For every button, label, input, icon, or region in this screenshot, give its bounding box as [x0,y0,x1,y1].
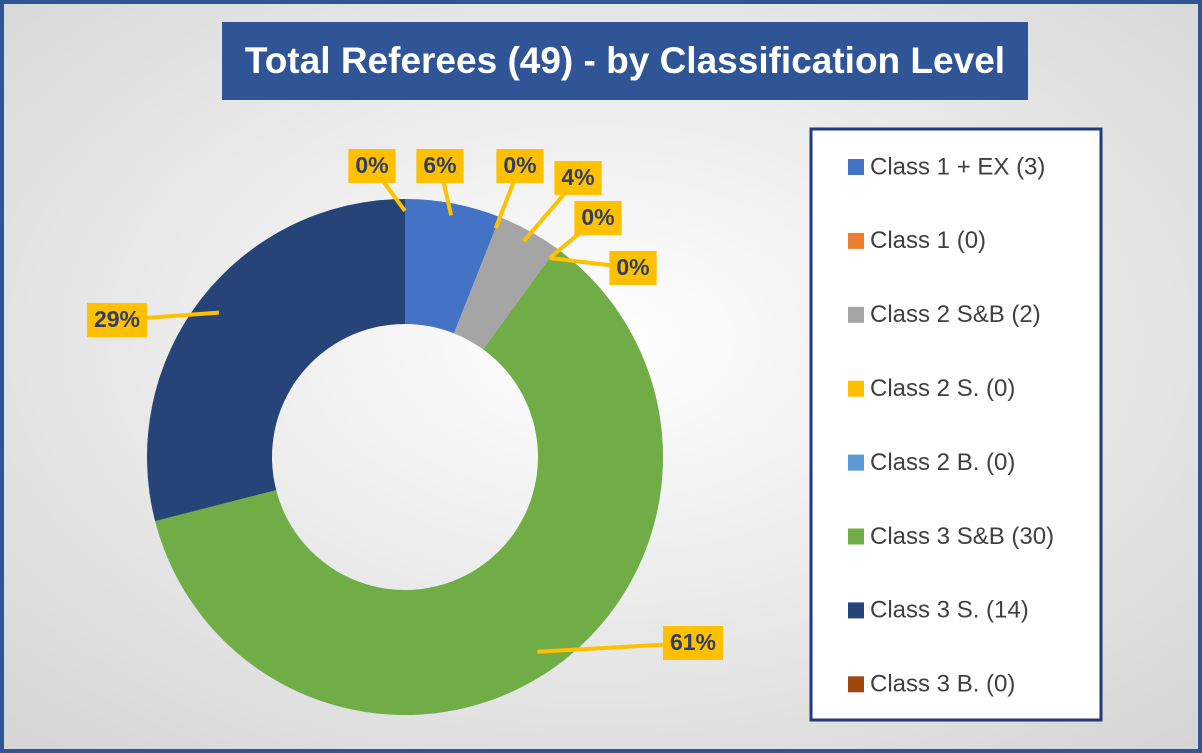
legend-label: Class 2 S. (0) [870,375,1015,402]
donut-slice [453,217,557,350]
data-label-box [416,149,464,183]
data-label: 0% [616,254,649,280]
data-label-box [574,201,622,235]
legend-swatch [848,602,864,619]
data-label-box [609,251,657,285]
data-label-box [86,303,148,337]
data-label-box [554,161,602,195]
legend-swatch [848,159,864,175]
data-label-box [662,626,724,660]
legend-label: Class 3 B. (0) [870,671,1015,698]
legend-label: Class 1 (0) [870,227,986,254]
legend-swatch [848,232,864,249]
legend-swatch [848,380,864,397]
legend-swatch [848,306,864,323]
chart-title: Total Referees (49) - by Classification … [245,40,1005,81]
donut-slice [147,199,405,522]
donut-slice [155,248,663,715]
legend-swatch [848,528,864,545]
data-label: 0% [581,204,614,230]
legend-label: Class 1 + EX (3) [870,153,1045,180]
legend-box [809,127,1103,722]
legend-label: Class 2 B. (0) [870,449,1015,476]
data-label: 0% [503,152,536,178]
data-label: 4% [561,164,594,190]
legend-swatch [848,676,864,693]
data-label: 61% [670,629,716,655]
data-label: 0% [355,152,388,178]
legend-label: Class 2 S&B (2) [870,301,1041,328]
data-label-box [348,149,396,183]
data-label: 6% [423,152,456,178]
donut-slice [405,199,500,334]
data-label: 29% [94,306,140,332]
legend-swatch [848,454,864,471]
title-box [222,22,1028,100]
legend-label: Class 3 S&B (30) [870,523,1054,550]
data-label-box [496,149,544,183]
legend-label: Class 3 S. (14) [870,597,1029,624]
